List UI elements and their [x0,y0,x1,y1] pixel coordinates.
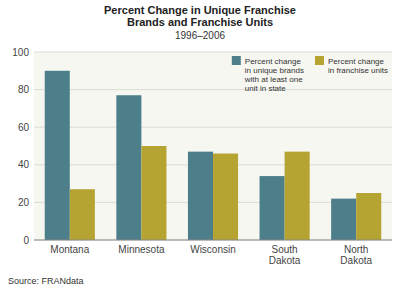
bar [188,152,213,240]
bar [141,146,166,240]
bar [356,193,381,240]
y-tick-label: 80 [18,84,30,95]
title: Percent Change in Unique FranchiseBrands… [104,4,296,28]
grid-line [34,52,392,53]
legend-label: Percent changein unique brandswith at le… [244,57,304,93]
y-tick-label: 40 [18,159,30,170]
x-tick-label: Wisconsin [190,244,236,255]
y-tick-label: 20 [18,197,30,208]
chart: Percent Change in Unique FranchiseBrands… [0,0,400,289]
y-tick-label: 100 [12,47,29,58]
grid-line [34,89,392,90]
legend-item: Percent changein franchise units [315,56,388,75]
y-tick-label: 60 [18,122,30,133]
legend-swatch [232,56,241,65]
grid-line [34,127,392,128]
grid-line [34,240,392,241]
y-tick-label: 0 [23,235,29,246]
legend-item: Percent changein unique brandswith at le… [232,56,304,93]
bar [285,152,310,240]
legend: Percent changein unique brandswith at le… [232,56,388,93]
subtitle: 1996–2006 [175,30,225,41]
bars [45,71,382,240]
bar [331,199,356,240]
x-tick-label: NorthDakota [340,244,372,266]
x-axis-line [34,240,392,241]
source-note: Source: FRANdata [8,276,84,286]
x-tick-label: Montana [50,244,89,255]
legend-label: Percent changein franchise units [328,57,388,75]
bar [213,154,238,240]
legend-swatch [315,56,324,65]
plot-background [34,52,392,240]
bar [116,95,141,240]
bar [45,71,70,240]
bar [260,176,285,240]
x-tick-label: SouthDakota [269,244,301,266]
x-tick-label: Minnesota [118,244,165,255]
bar [70,189,95,240]
